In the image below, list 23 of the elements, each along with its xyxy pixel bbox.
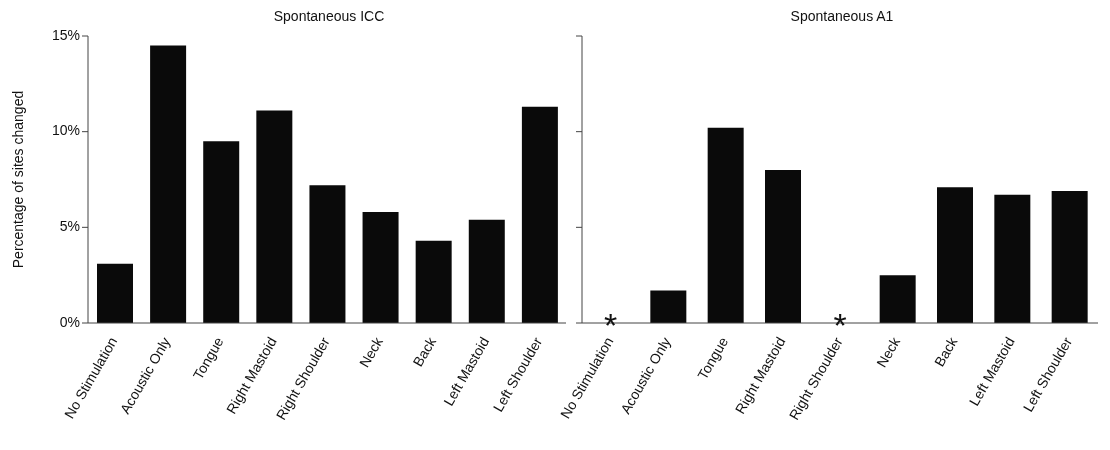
chart-title: Spontaneous ICC [272,8,386,26]
bar [415,240,452,323]
bar [521,106,558,323]
y-tick-label: 15% [51,26,80,43]
bar [362,212,399,323]
bar [879,275,916,323]
bar [765,169,801,323]
y-tick-label: 0% [59,313,80,330]
bar [468,219,505,323]
bar [256,110,293,323]
bar [97,263,133,323]
bar [1051,190,1088,323]
bar [203,141,240,323]
bar [994,194,1031,323]
bar [650,290,687,323]
y-tick-label: 5% [59,218,80,235]
bar [937,187,973,323]
y-axis-title: Percentage of sites changed [9,90,26,269]
bar [309,185,346,323]
y-tick-label: 10% [51,122,80,139]
chart-title: Spontaneous A1 [789,8,895,26]
bar [150,45,187,323]
bar [707,127,744,323]
